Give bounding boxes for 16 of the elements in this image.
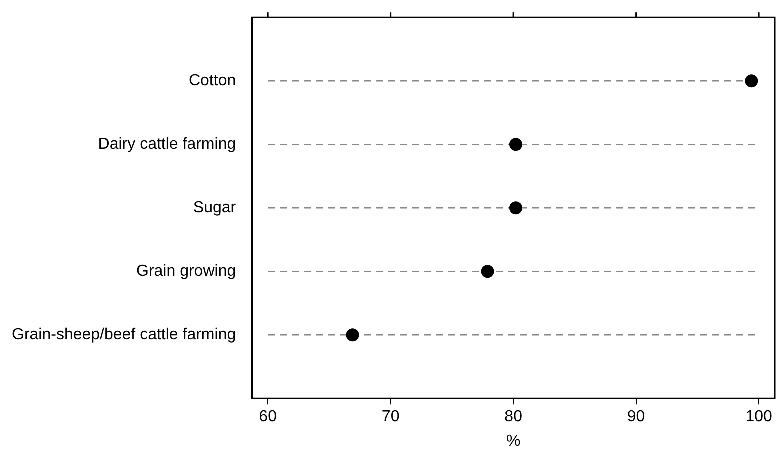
point xyxy=(510,138,523,152)
x-tick-label: 100 xyxy=(746,408,772,426)
y-tick-label: Grain growing xyxy=(136,263,236,280)
y-tick-label: Cotton xyxy=(188,72,236,90)
x-axis-title: % xyxy=(506,432,521,450)
point xyxy=(745,74,758,88)
point xyxy=(481,265,494,278)
y-tick-label: Dairy cattle farming xyxy=(98,136,236,154)
y-tick-label: Sugar xyxy=(193,200,237,217)
x-tick-label: 70 xyxy=(382,408,400,426)
point xyxy=(346,328,360,342)
y-tick-label: Grain-sheep/beef cattle farming xyxy=(12,326,236,344)
x-tick-label: 80 xyxy=(504,408,523,426)
point xyxy=(510,202,523,215)
x-tick-label: 60 xyxy=(259,408,278,426)
x-tick-label: 90 xyxy=(627,408,646,426)
